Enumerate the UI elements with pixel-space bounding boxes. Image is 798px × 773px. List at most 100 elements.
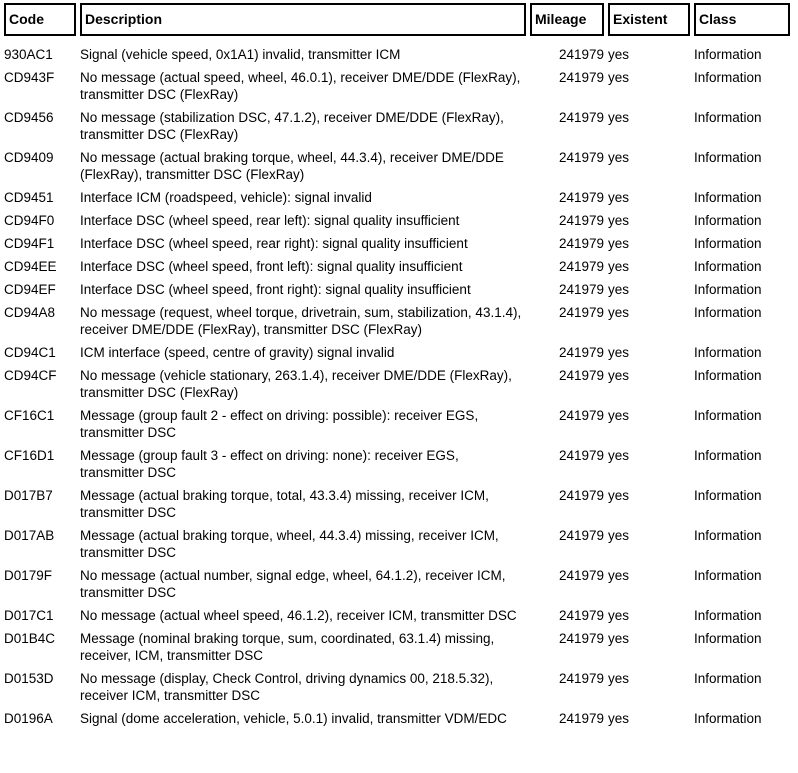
- cell-mileage: 241979: [558, 528, 604, 543]
- cell-description: Message (nominal braking torque, sum, co…: [80, 631, 495, 663]
- cell-existent: yes: [608, 488, 630, 503]
- table-row: D01B4C Message (nominal braking torque, s…: [4, 627, 790, 667]
- cell-existent: yes: [608, 259, 630, 274]
- cell-mileage: 241979: [558, 282, 604, 297]
- cell-description: Interface DSC (wheel speed, front left):…: [80, 259, 463, 274]
- table-row: 930AC1 Signal (vehicle speed, 0x1A1) inva…: [4, 36, 790, 66]
- cell-existent: yes: [608, 282, 630, 297]
- cell-existent: yes: [608, 368, 630, 383]
- cell-mileage: 241979: [558, 150, 604, 165]
- cell-existent: yes: [608, 190, 630, 205]
- cell-mileage: 241979: [558, 305, 604, 320]
- cell-code: CD943F: [4, 70, 55, 85]
- table-row: CF16C1 Message (group fault 2 - effect on…: [4, 404, 790, 444]
- cell-class: Information: [694, 568, 762, 583]
- table-row: CD94A8 No message (request, wheel torque,…: [4, 301, 790, 341]
- table-row: CD943F No message (actual speed, wheel, 4…: [4, 66, 790, 106]
- cell-description: Interface DSC (wheel speed, rear right):…: [80, 236, 468, 251]
- cell-class: Information: [694, 70, 762, 85]
- cell-mileage: 241979: [558, 711, 604, 726]
- cell-existent: yes: [608, 528, 630, 543]
- column-header-description: Description: [80, 3, 526, 36]
- table-row: D0153D No message (display, Check Control…: [4, 667, 790, 707]
- cell-code: CD94F0: [4, 213, 55, 228]
- cell-description: Message (group fault 3 - effect on drivi…: [80, 448, 459, 480]
- cell-existent: yes: [608, 213, 630, 228]
- cell-class: Information: [694, 282, 762, 297]
- cell-class: Information: [694, 190, 762, 205]
- table-row: CD94C1 ICM interface (speed, centre of gr…: [4, 341, 790, 364]
- cell-description: No message (actual wheel speed, 46.1.2),…: [80, 608, 517, 623]
- cell-class: Information: [694, 110, 762, 125]
- cell-description: No message (vehicle stationary, 263.1.4)…: [80, 368, 512, 400]
- table-row: CD94F0 Interface DSC (wheel speed, rear l…: [4, 209, 790, 232]
- cell-mileage: 241979: [558, 345, 604, 360]
- cell-description: No message (actual braking torque, wheel…: [80, 150, 504, 182]
- cell-class: Information: [694, 259, 762, 274]
- cell-class: Information: [694, 608, 762, 623]
- cell-class: Information: [694, 408, 762, 423]
- cell-existent: yes: [608, 47, 630, 62]
- cell-mileage: 241979: [558, 190, 604, 205]
- column-header-class: Class: [694, 3, 790, 36]
- cell-description: Interface DSC (wheel speed, front right)…: [80, 282, 471, 297]
- table-header-row: Code Description Mileage Existent Class: [4, 3, 790, 36]
- cell-mileage: 241979: [558, 631, 604, 646]
- cell-existent: yes: [608, 631, 630, 646]
- cell-code: CD9456: [4, 110, 54, 125]
- cell-code: CF16C1: [4, 408, 55, 423]
- cell-class: Information: [694, 305, 762, 320]
- cell-class: Information: [694, 488, 762, 503]
- cell-code: CD9409: [4, 150, 54, 165]
- table-row: CD9456 No message (stabilization DSC, 47.…: [4, 106, 790, 146]
- cell-class: Information: [694, 150, 762, 165]
- diagnostic-fault-table: Code Description Mileage Existent Class 930A…: [0, 3, 794, 730]
- cell-mileage: 241979: [558, 671, 604, 686]
- table-header: Code Description Mileage Existent Class: [4, 3, 790, 36]
- cell-mileage: 241979: [558, 568, 604, 583]
- cell-mileage: 241979: [558, 488, 604, 503]
- cell-class: Information: [694, 368, 762, 383]
- cell-mileage: 241979: [558, 236, 604, 251]
- table-row: D017AB Message (actual braking torque, wh…: [4, 524, 790, 564]
- column-header-mileage: Mileage: [530, 3, 604, 36]
- cell-existent: yes: [608, 150, 630, 165]
- cell-description: Message (actual braking torque, wheel, 4…: [80, 528, 499, 560]
- cell-code: D0179F: [4, 568, 53, 583]
- cell-existent: yes: [608, 448, 630, 463]
- cell-existent: yes: [608, 236, 630, 251]
- cell-mileage: 241979: [558, 368, 604, 383]
- cell-code: D017B7: [4, 488, 53, 503]
- cell-description: No message (actual speed, wheel, 46.0.1)…: [80, 70, 521, 102]
- cell-code: 930AC1: [4, 47, 53, 62]
- cell-description: Signal (vehicle speed, 0x1A1) invalid, t…: [80, 47, 401, 62]
- table-row: D0179F No message (actual number, signal …: [4, 564, 790, 604]
- cell-description: Signal (dome acceleration, vehicle, 5.0.…: [80, 711, 507, 726]
- cell-class: Information: [694, 345, 762, 360]
- cell-mileage: 241979: [558, 259, 604, 274]
- table-body: 930AC1 Signal (vehicle speed, 0x1A1) inva…: [4, 36, 790, 730]
- cell-existent: yes: [608, 305, 630, 320]
- column-header-existent: Existent: [608, 3, 690, 36]
- cell-mileage: 241979: [558, 47, 604, 62]
- cell-existent: yes: [608, 408, 630, 423]
- table-row: D017C1 No message (actual wheel speed, 46…: [4, 604, 790, 627]
- cell-code: D0153D: [4, 671, 54, 686]
- cell-existent: yes: [608, 568, 630, 583]
- cell-existent: yes: [608, 110, 630, 125]
- cell-code: D017C1: [4, 608, 54, 623]
- table-row: D0196A Signal (dome acceleration, vehicle…: [4, 707, 790, 730]
- cell-class: Information: [694, 711, 762, 726]
- cell-description: No message (display, Check Control, driv…: [80, 671, 494, 703]
- table-row: CD94CF No message (vehicle stationary, 26…: [4, 364, 790, 404]
- cell-mileage: 241979: [558, 608, 604, 623]
- cell-mileage: 241979: [558, 110, 604, 125]
- table-row: CD9409 No message (actual braking torque,…: [4, 146, 790, 186]
- column-header-code: Code: [4, 3, 76, 36]
- cell-code: D0196A: [4, 711, 53, 726]
- cell-code: CD94EE: [4, 259, 57, 274]
- cell-code: CD94C1: [4, 345, 56, 360]
- cell-mileage: 241979: [558, 448, 604, 463]
- table-row: CD94EE Interface DSC (wheel speed, front …: [4, 255, 790, 278]
